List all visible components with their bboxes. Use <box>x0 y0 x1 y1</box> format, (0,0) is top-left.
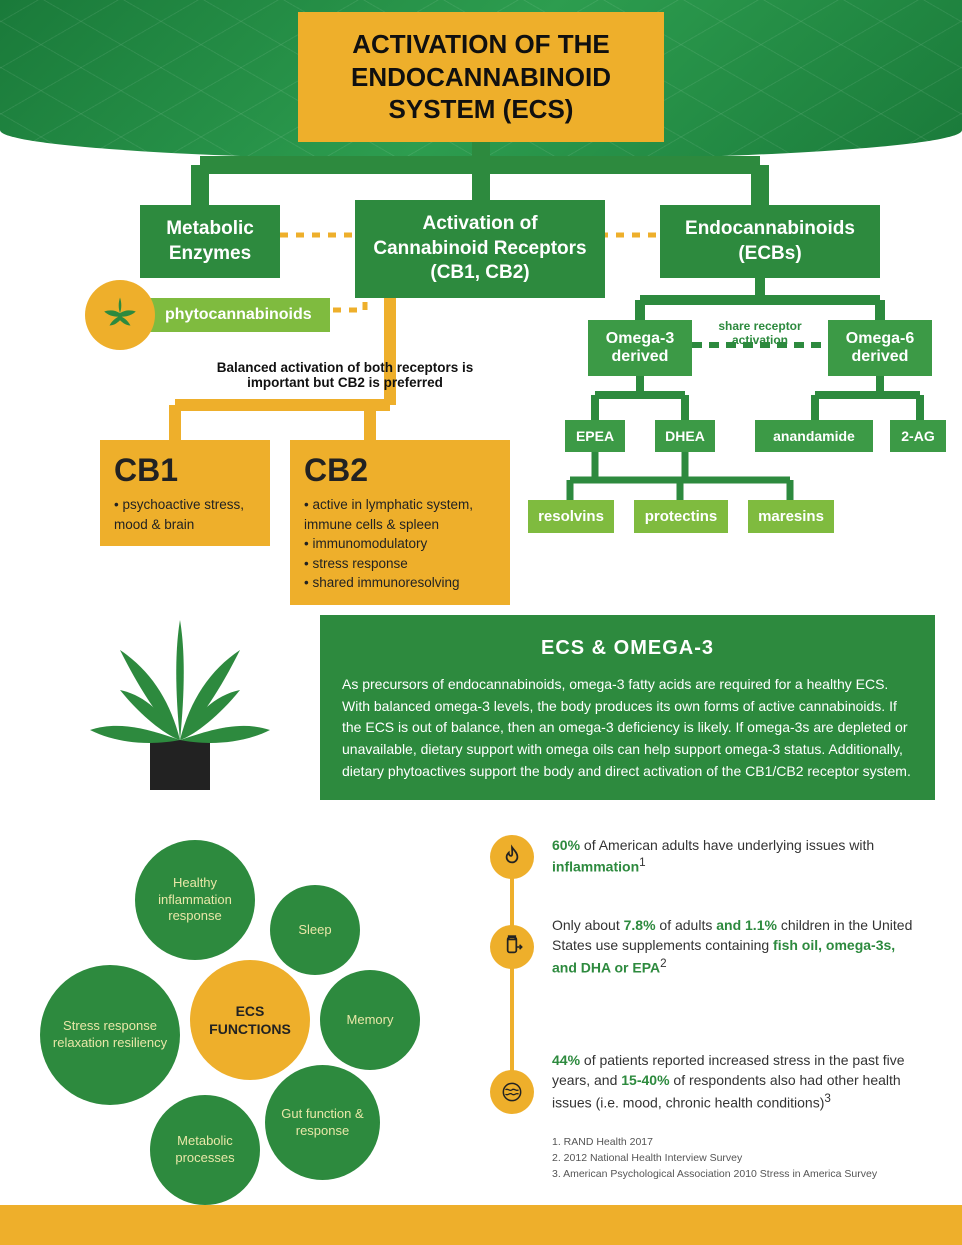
cb2-heading: CB2 <box>304 452 496 489</box>
leaf-icon <box>85 280 155 350</box>
stat-connector-line <box>510 857 514 1093</box>
bubble-memory: Memory <box>320 970 420 1070</box>
references: 1. RAND Health 2017 2. 2012 National Hea… <box>552 1135 877 1182</box>
info-panel: ECS & OMEGA-3 As precursors of endocanna… <box>320 615 935 800</box>
stats-column: 60% of American adults have underlying i… <box>490 835 930 1175</box>
cb1-heading: CB1 <box>114 452 256 489</box>
flame-icon <box>490 835 534 879</box>
node-protectins: protectins <box>634 500 728 533</box>
ecs-functions-cluster: ECS FUNCTIONS Healthy inflammation respo… <box>40 830 460 1190</box>
bubble-stress: Stress response relaxation resiliency <box>40 965 180 1105</box>
title-text: ACTIVATION OF THE ENDOCANNABINOID SYSTEM… <box>328 28 634 126</box>
footer-bar <box>0 1205 962 1245</box>
node-cb2: CB2 active in lymphatic system, immune c… <box>290 440 510 605</box>
node-ecbs: Endocannabinoids (ECBs) <box>660 205 880 278</box>
stat-1: 60% of American adults have underlying i… <box>552 835 922 877</box>
info-heading: ECS & OMEGA-3 <box>342 633 913 664</box>
receptor-note: Balanced activation of both receptors is… <box>195 360 495 390</box>
bubble-metabolic: Metabolic processes <box>150 1095 260 1205</box>
share-receptor-note: share receptor activation <box>700 320 820 348</box>
node-maresins: maresins <box>748 500 834 533</box>
info-body: As precursors of endocannabinoids, omega… <box>342 674 913 782</box>
cb2-list: active in lymphatic system, immune cells… <box>304 495 496 593</box>
stat-2: Only about 7.8% of adults and 1.1% child… <box>552 915 922 978</box>
bubble-center: ECS FUNCTIONS <box>190 960 310 1080</box>
plant-photo <box>80 620 280 800</box>
node-dhea: DHEA <box>655 420 715 452</box>
node-epea: EPEA <box>565 420 625 452</box>
node-receptors: Activation of Cannabinoid Receptors (CB1… <box>355 200 605 298</box>
node-cb1: CB1 psychoactive stress, mood & brain <box>100 440 270 546</box>
bubble-sleep: Sleep <box>270 885 360 975</box>
bubble-inflammation: Healthy inflammation response <box>135 840 255 960</box>
node-omega6: Omega-6 derived <box>828 320 932 376</box>
node-2ag: 2-AG <box>890 420 946 452</box>
stat-3: 44% of patients reported increased stres… <box>552 1050 922 1113</box>
phytocannabinoids-badge: phytocannabinoids <box>85 280 330 350</box>
node-resolvins: resolvins <box>528 500 614 533</box>
page-title: ACTIVATION OF THE ENDOCANNABINOID SYSTEM… <box>298 12 664 142</box>
pill-icon <box>490 925 534 969</box>
node-omega3: Omega-3 derived <box>588 320 692 376</box>
cb1-list: psychoactive stress, mood & brain <box>114 495 256 534</box>
node-metabolic-enzymes: Metabolic Enzymes <box>140 205 280 278</box>
brain-icon <box>490 1070 534 1114</box>
bubble-gut: Gut function & response <box>265 1065 380 1180</box>
phyto-label: phytocannabinoids <box>127 298 330 332</box>
node-anandamide: anandamide <box>755 420 873 452</box>
